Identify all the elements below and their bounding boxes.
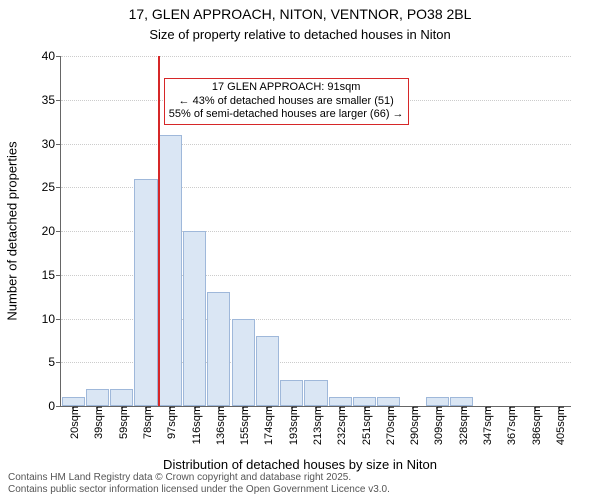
ytick-label: 40 — [42, 50, 61, 62]
histogram-bar — [304, 380, 327, 406]
ytick-label: 30 — [42, 138, 61, 150]
callout-line: 55% of semi-detached houses are larger (… — [169, 108, 404, 122]
reference-line — [158, 56, 160, 406]
histogram-bar — [62, 397, 85, 406]
chart-subtitle: Size of property relative to detached ho… — [0, 27, 600, 42]
histogram-bar — [377, 397, 400, 406]
histogram-bar — [329, 397, 352, 406]
ytick-label: 0 — [48, 400, 61, 412]
histogram-bar — [280, 380, 303, 406]
histogram-bar — [183, 231, 206, 406]
y-axis-label: Number of detached properties — [5, 141, 20, 320]
xtick-label: 136sqm — [211, 406, 227, 445]
xtick-label: 405sqm — [551, 406, 567, 445]
x-axis-label: Distribution of detached houses by size … — [163, 457, 437, 472]
xtick-label: 328sqm — [454, 406, 470, 445]
histogram-bar — [426, 397, 449, 406]
xtick-label: 347sqm — [478, 406, 494, 445]
xtick-label: 78sqm — [138, 406, 154, 439]
xtick-label: 39sqm — [89, 406, 105, 439]
ytick-label: 20 — [42, 225, 61, 237]
xtick-label: 174sqm — [259, 406, 275, 445]
plot-area: 051015202530354020sqm39sqm59sqm78sqm97sq… — [60, 56, 571, 407]
callout-line: 17 GLEN APPROACH: 91sqm — [169, 81, 404, 95]
xtick-label: 193sqm — [284, 406, 300, 445]
ytick-label: 35 — [42, 94, 61, 106]
ytick-label: 25 — [42, 181, 61, 193]
histogram-bar — [353, 397, 376, 406]
callout-line: ← 43% of detached houses are smaller (51… — [169, 95, 404, 109]
xtick-label: 251sqm — [357, 406, 373, 445]
histogram-bar — [86, 389, 109, 407]
ytick-label: 5 — [48, 356, 61, 368]
footer-line1: Contains HM Land Registry data © Crown c… — [8, 472, 390, 484]
xtick-label: 97sqm — [162, 406, 178, 439]
histogram-bar — [134, 179, 157, 407]
footer-attribution: Contains HM Land Registry data © Crown c… — [8, 472, 390, 496]
footer-line2: Contains public sector information licen… — [8, 484, 390, 496]
xtick-label: 59sqm — [114, 406, 130, 439]
xtick-label: 213sqm — [308, 406, 324, 445]
callout-box: 17 GLEN APPROACH: 91sqm← 43% of detached… — [164, 78, 409, 125]
xtick-label: 386sqm — [527, 406, 543, 445]
xtick-label: 309sqm — [429, 406, 445, 445]
histogram-bar — [159, 135, 182, 406]
xtick-label: 367sqm — [502, 406, 518, 445]
chart-title: 17, GLEN APPROACH, NITON, VENTNOR, PO38 … — [0, 6, 600, 23]
ytick-label: 10 — [42, 313, 61, 325]
xtick-label: 20sqm — [65, 406, 81, 439]
histogram-bar — [256, 336, 279, 406]
xtick-label: 290sqm — [405, 406, 421, 445]
histogram-bar — [207, 292, 230, 406]
xtick-label: 116sqm — [187, 406, 203, 444]
xtick-label: 155sqm — [235, 406, 251, 445]
grid-line — [61, 56, 571, 57]
histogram-bar — [450, 397, 473, 406]
grid-line — [61, 144, 571, 145]
xtick-label: 270sqm — [381, 406, 397, 445]
histogram-bar — [110, 389, 133, 407]
histogram-bar — [232, 319, 255, 407]
ytick-label: 15 — [42, 269, 61, 281]
xtick-label: 232sqm — [332, 406, 348, 445]
property-size-chart: 17, GLEN APPROACH, NITON, VENTNOR, PO38 … — [0, 6, 600, 474]
